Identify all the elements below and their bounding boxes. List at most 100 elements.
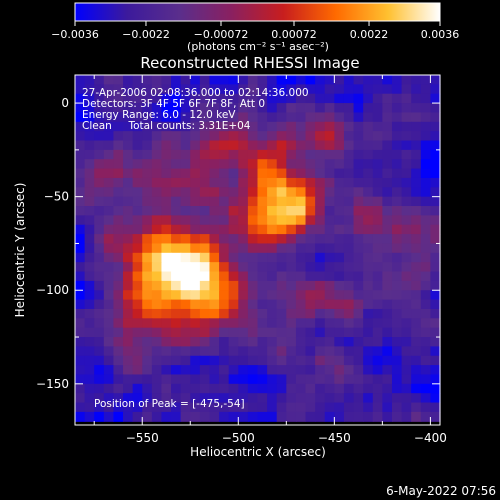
- heatmap-cell: [199, 252, 211, 263]
- heatmap-cell: [171, 140, 182, 151]
- heatmap-cell: [142, 374, 153, 385]
- heatmap-cell: [180, 262, 191, 273]
- heatmap-cell: [430, 243, 441, 254]
- colorbar-tick-label: 0.00072: [271, 28, 317, 41]
- heatmap-cell: [190, 215, 201, 226]
- heatmap-cell: [353, 149, 364, 160]
- heatmap-cell: [247, 224, 259, 235]
- heatmap-cell: [286, 177, 297, 188]
- heatmap-cell: [75, 252, 86, 263]
- heatmap-cell: [324, 224, 335, 235]
- heatmap-cell: [180, 121, 191, 132]
- heatmap-cell: [295, 393, 307, 404]
- heatmap-cell: [103, 290, 115, 301]
- heatmap-cell: [382, 131, 393, 142]
- heatmap-cell: [334, 262, 345, 273]
- heatmap-cell: [372, 159, 383, 170]
- heatmap-cell: [75, 149, 86, 160]
- heatmap-cell: [382, 187, 393, 198]
- heatmap-cell: [142, 365, 153, 376]
- heatmap-cell: [238, 187, 249, 198]
- heatmap-cell: [190, 252, 201, 263]
- heatmap-cell: [420, 365, 431, 376]
- heatmap-cell: [391, 327, 403, 338]
- heatmap-cell: [382, 121, 393, 132]
- heatmap-cell: [151, 206, 163, 216]
- heatmap-cell: [123, 346, 134, 357]
- heatmap-cell: [411, 234, 422, 245]
- heatmap-cell: [238, 383, 249, 394]
- heatmap-cell: [190, 187, 201, 198]
- heatmap-cell: [113, 318, 124, 329]
- heatmap-cell: [267, 393, 278, 404]
- heatmap-cell: [372, 393, 383, 404]
- heatmap-cell: [180, 337, 191, 347]
- heatmap-cell: [372, 346, 383, 357]
- colorbar-unit-label: (photons cm⁻² s⁻¹ asec⁻²): [187, 40, 329, 53]
- heatmap-cell: [343, 168, 355, 179]
- heatmap-cell: [132, 327, 143, 338]
- heatmap-cell: [209, 290, 220, 301]
- heatmap-cell: [391, 308, 403, 319]
- heatmap-cell: [132, 224, 143, 235]
- heatmap-cell: [247, 346, 259, 357]
- heatmap-cell: [401, 280, 412, 291]
- heatmap-cell: [420, 299, 431, 310]
- heatmap-cell: [142, 393, 153, 404]
- heatmap-cell: [113, 177, 124, 188]
- heatmap-cell: [190, 299, 201, 310]
- heatmap-cell: [324, 383, 335, 394]
- heatmap-cell: [123, 393, 134, 404]
- heatmap-cell: [343, 262, 355, 273]
- heatmap-cell: [324, 243, 335, 254]
- heatmap-cell: [286, 93, 297, 104]
- heatmap-cell: [151, 140, 163, 151]
- heatmap-cell: [161, 346, 172, 357]
- heatmap-cell: [372, 252, 383, 263]
- heatmap-cell: [103, 196, 115, 207]
- y-tick-label: 0: [61, 96, 69, 110]
- heatmap-cell: [94, 355, 105, 366]
- heatmap-cell: [430, 374, 441, 385]
- heatmap-cell: [209, 374, 220, 385]
- heatmap-cell: [353, 93, 364, 104]
- heatmap-cell: [228, 121, 239, 132]
- heatmap-cell: [171, 131, 182, 142]
- heatmap-cell: [228, 411, 239, 422]
- heatmap-cell: [238, 262, 249, 273]
- heatmap-cell: [382, 93, 393, 104]
- heatmap-cell: [353, 215, 364, 226]
- heatmap-cell: [209, 393, 220, 404]
- heatmap-cell: [209, 159, 220, 170]
- heatmap-cell: [363, 337, 374, 347]
- heatmap-cell: [180, 393, 191, 404]
- heatmap-cell: [75, 177, 86, 188]
- heatmap-cell: [276, 355, 287, 366]
- heatmap-cell: [238, 215, 249, 226]
- heatmap-cell: [219, 140, 230, 151]
- heatmap-cell: [161, 308, 172, 319]
- heatmap-cell: [257, 402, 268, 413]
- heatmap-cell: [401, 224, 412, 235]
- heatmap-cell: [199, 383, 211, 394]
- heatmap-cell: [343, 402, 355, 413]
- heatmap-cell: [247, 252, 259, 263]
- heatmap-cell: [363, 159, 374, 170]
- heatmap-cell: [295, 355, 307, 366]
- heatmap-cell: [180, 93, 191, 104]
- heatmap-cell: [247, 75, 259, 85]
- heatmap-cell: [363, 243, 374, 254]
- heatmap-cell: [247, 318, 259, 329]
- plot-frame: [74, 74, 441, 426]
- heatmap-cell: [209, 318, 220, 329]
- heatmap-cell: [247, 168, 259, 179]
- heatmap-cell: [113, 402, 124, 413]
- heatmap-cell: [238, 337, 249, 347]
- heatmap-cell: [171, 112, 182, 123]
- heatmap-cell: [363, 383, 374, 394]
- heatmap-cell: [276, 290, 287, 301]
- heatmap-cell: [103, 337, 115, 347]
- y-tick-label: −50: [44, 190, 69, 204]
- heatmap-cell: [151, 93, 163, 104]
- heatmap-cell: [142, 280, 153, 291]
